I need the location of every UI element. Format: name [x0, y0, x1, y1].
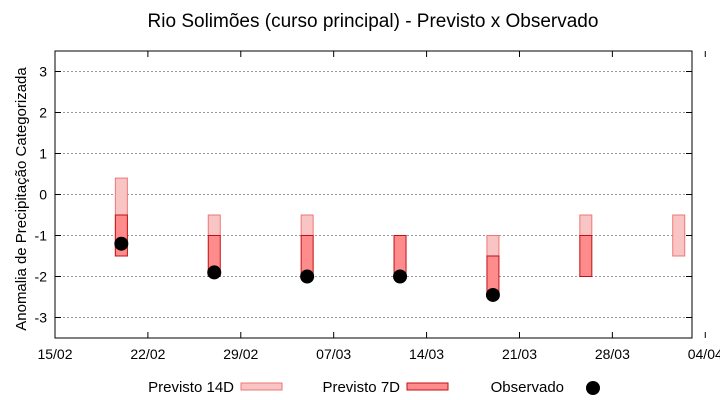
- series-previsto-7d: [114, 214, 593, 298]
- gridlines: [55, 71, 692, 318]
- y-tick-label: -2: [35, 269, 48, 285]
- observed-point: [485, 287, 500, 302]
- y-tick-label: 0: [39, 187, 47, 203]
- range-bar-14d: [207, 214, 221, 236]
- legend: Previsto 14D Previsto 7D Observado: [148, 379, 600, 396]
- y-axis-label: Anomalia de Precipitação Categorizada: [13, 67, 30, 331]
- y-tick-label: 2: [39, 105, 47, 121]
- x-axis: 15/02 22/02 29/02 07/03 14/03 21/03 28/03 04/04: [37, 51, 720, 362]
- x-tick-label: 14/03: [409, 346, 444, 362]
- x-tick-label: 22/02: [130, 346, 165, 362]
- observed-point: [114, 236, 129, 251]
- y-tick-label: 1: [39, 146, 47, 162]
- legend-label-observado: Observado: [491, 379, 564, 396]
- legend-label-previsto-7d: Previsto 7D: [322, 379, 400, 396]
- legend-swatch-previsto-7d: [406, 382, 449, 391]
- observed-point: [393, 269, 408, 284]
- range-bar-14d: [300, 214, 314, 236]
- range-bar-14d: [486, 235, 500, 257]
- legend-swatch-previsto-14d: [240, 382, 283, 391]
- series-observado: [114, 236, 500, 302]
- x-tick-label: 28/03: [595, 346, 630, 362]
- y-tick-label: -1: [35, 228, 48, 244]
- observed-point: [300, 269, 315, 284]
- x-tick-label: 15/02: [37, 346, 72, 362]
- legend-label-previsto-14d: Previsto 14D: [148, 379, 234, 396]
- legend-marker-observado: [586, 381, 600, 395]
- x-tick-label: 21/03: [502, 346, 537, 362]
- x-tick-label: 29/02: [223, 346, 258, 362]
- range-bar-14d: [579, 214, 593, 236]
- x-tick-label: 04/04: [688, 346, 720, 362]
- y-tick-label: -3: [35, 310, 48, 326]
- range-bar-7d: [579, 235, 593, 277]
- observed-point: [207, 265, 222, 280]
- y-tick-label: 3: [39, 64, 47, 80]
- chart-title: Rio Solimões (curso principal) - Previst…: [148, 11, 599, 32]
- x-tick-label: 07/03: [316, 346, 351, 362]
- range-bar-14d: [672, 214, 686, 257]
- y-axis: 3 2 1 0 -1 -2 -3: [35, 64, 692, 326]
